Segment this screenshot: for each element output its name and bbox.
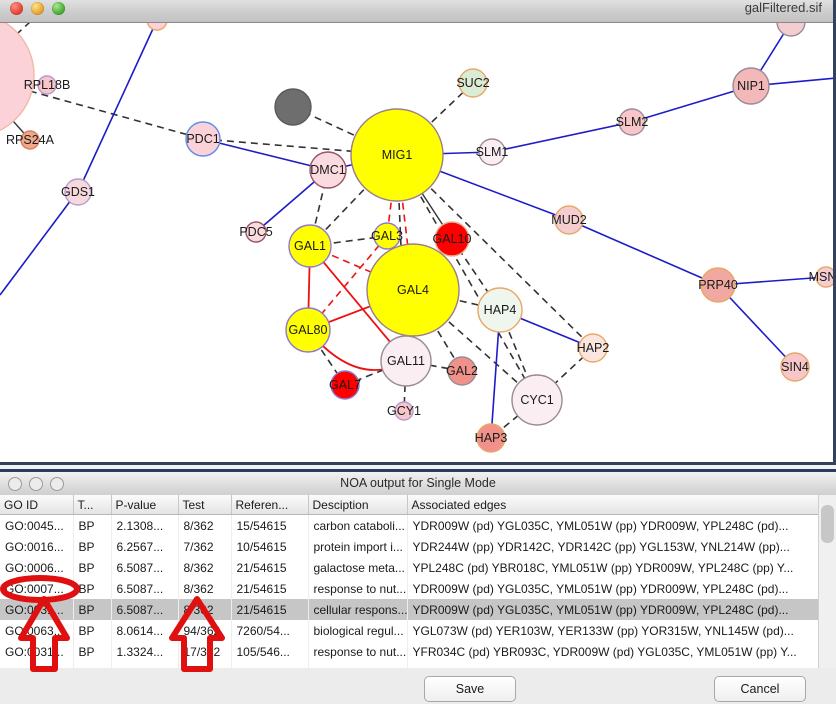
svg-text:SUC2: SUC2	[456, 76, 489, 90]
svg-text:HAP3: HAP3	[475, 431, 508, 445]
svg-text:PDC5: PDC5	[239, 225, 272, 239]
svg-text:SIN4: SIN4	[781, 360, 809, 374]
svg-text:GAL80: GAL80	[289, 323, 328, 337]
svg-text:GCY1: GCY1	[387, 404, 421, 418]
svg-text:GAL2: GAL2	[446, 364, 478, 378]
svg-text:GAL3: GAL3	[371, 229, 403, 243]
svg-text:SLM1: SLM1	[476, 145, 509, 159]
svg-text:RPL18B: RPL18B	[24, 78, 71, 92]
svg-text:HAP2: HAP2	[577, 341, 610, 355]
svg-text:GAL4: GAL4	[397, 283, 429, 297]
svg-text:MUD2: MUD2	[551, 213, 586, 227]
svg-text:GAL11: GAL11	[387, 354, 425, 368]
svg-text:GDS1: GDS1	[61, 185, 95, 199]
svg-text:SLM2: SLM2	[616, 115, 649, 129]
svg-text:GAL10: GAL10	[433, 232, 472, 246]
svg-text:HAP4: HAP4	[484, 303, 517, 317]
svg-text:NIP1: NIP1	[737, 79, 765, 93]
svg-text:PDC1: PDC1	[186, 132, 219, 146]
svg-text:PRP40: PRP40	[698, 278, 738, 292]
svg-text:DMC1: DMC1	[310, 163, 345, 177]
svg-text:RPS24A: RPS24A	[6, 133, 55, 147]
svg-text:MIG1: MIG1	[382, 148, 413, 162]
svg-text:CYC1: CYC1	[520, 393, 553, 407]
svg-text:GAL7: GAL7	[329, 378, 361, 392]
svg-text:MSN5: MSN5	[809, 270, 836, 284]
svg-text:GAL1: GAL1	[294, 239, 326, 253]
